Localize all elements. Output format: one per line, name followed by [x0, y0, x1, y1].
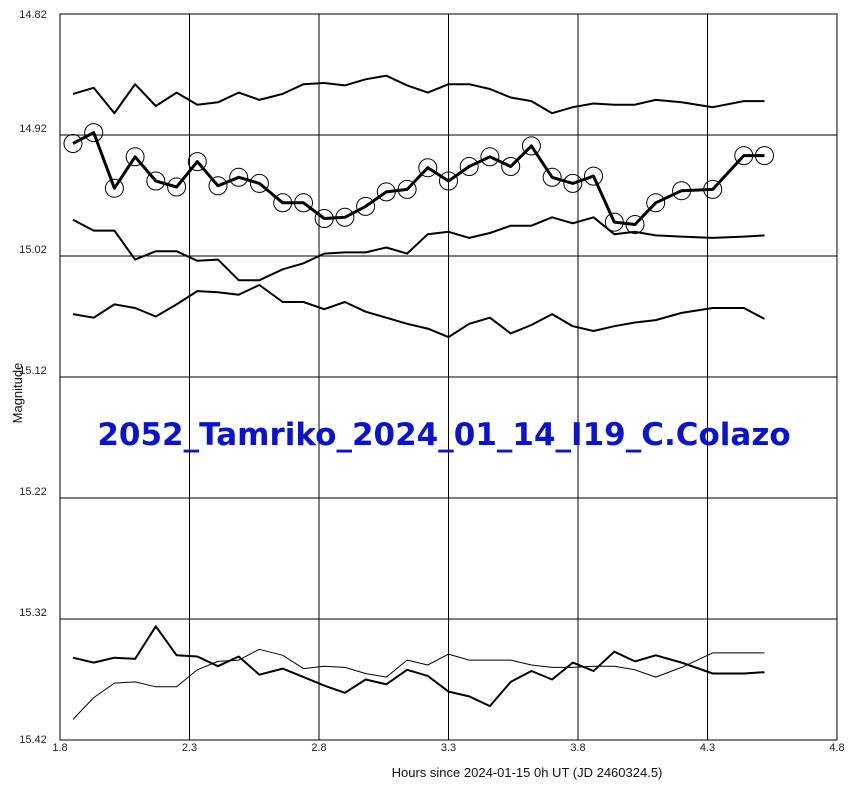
y-axis-label: Magnitude: [10, 363, 25, 424]
target-data-point: [104, 178, 124, 198]
comparison-series-line: [72, 216, 765, 282]
target-data-point: [356, 196, 376, 216]
chart-title: 2052_Tamriko_2024_01_14_I19_C.Colazo: [97, 417, 790, 453]
comparison-series-line: [72, 74, 765, 115]
y-tick-label: 14.82: [19, 9, 47, 21]
target-data-point: [376, 182, 396, 202]
target-data-point: [672, 181, 692, 201]
target-data-point: [167, 177, 187, 197]
series-layer: [63, 74, 774, 720]
x-tick-label: 4.8: [829, 742, 844, 754]
y-tick-label: 15.32: [19, 607, 47, 619]
x-axis-label: Hours since 2024-01-15 0h UT (JD 2460324…: [392, 765, 663, 780]
target-data-point: [584, 166, 603, 186]
x-tick-labels: 1.8 2.3 2.8 3.3 3.8 4.3 4.8: [52, 742, 844, 754]
target-data-point: [755, 146, 774, 166]
target-data-point: [125, 147, 145, 167]
target-data-point: [63, 134, 83, 153]
y-tick-label: 15.12: [19, 365, 47, 377]
target-data-point: [604, 212, 624, 232]
target-data-point: [397, 179, 417, 199]
x-tick-label: 3.8: [570, 742, 585, 754]
y-tick-label: 15.22: [19, 486, 47, 498]
target-data-point: [521, 136, 541, 156]
target-data-point: [501, 157, 521, 176]
target-data-point: [294, 193, 313, 213]
target-data-point: [249, 173, 269, 193]
target-data-point: [84, 123, 104, 143]
target-data-point: [439, 171, 458, 191]
target-data-point: [335, 207, 355, 227]
grid: [60, 14, 837, 740]
x-tick-label: 1.8: [52, 742, 67, 754]
x-tick-label: 2.3: [182, 742, 197, 754]
target-data-point: [229, 167, 249, 187]
target-data-point: [703, 179, 723, 199]
target-data-point: [542, 167, 562, 187]
x-tick-label: 3.3: [441, 742, 456, 754]
x-tick-label: 2.8: [311, 742, 326, 754]
target-data-point: [625, 215, 645, 234]
comparison-series-line-dotted: [72, 648, 765, 720]
target-data-point: [314, 209, 334, 228]
target-data-point: [480, 147, 500, 167]
y-tick-labels: 14.82 14.92 15.02 15.12 15.22 15.32 15.42: [19, 9, 47, 746]
x-tick-label: 4.3: [700, 742, 715, 754]
y-tick-label: 15.02: [19, 244, 47, 256]
target-data-point: [208, 176, 228, 196]
y-tick-label: 15.42: [19, 734, 47, 746]
target-data-point: [459, 157, 479, 176]
comparison-series-line: [72, 625, 765, 708]
target-data-point: [734, 146, 754, 166]
target-data-point: [146, 171, 166, 191]
target-data-point: [273, 193, 293, 213]
target-data-point: [187, 152, 207, 172]
y-tick-label: 14.92: [19, 123, 47, 135]
comparison-series-line: [72, 284, 765, 339]
target-data-point: [563, 173, 583, 193]
target-series-line: [72, 131, 765, 226]
target-data-point: [418, 158, 438, 178]
plot-frame: [59, 13, 838, 741]
target-data-point: [646, 193, 666, 213]
